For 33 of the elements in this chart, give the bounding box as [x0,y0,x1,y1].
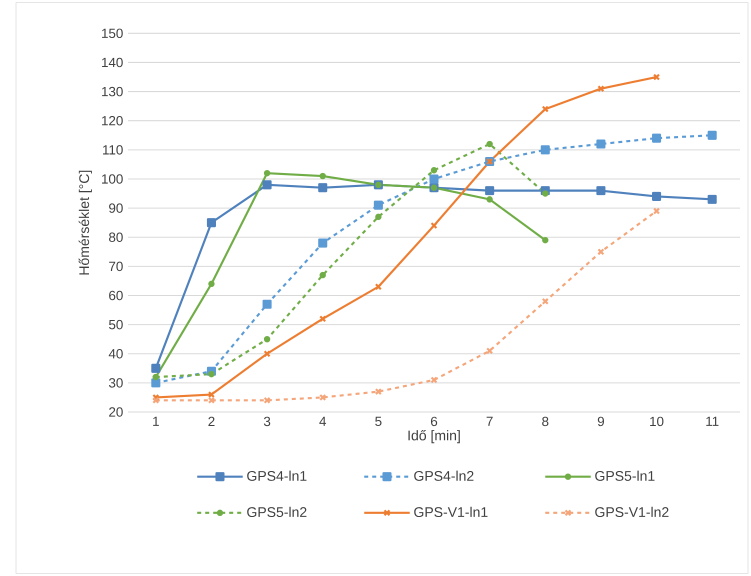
y-tick-label: 140 [102,58,123,68]
y-axis-title: Hőmérséklet [°C] [78,170,92,274]
y-tick-label: 110 [103,145,123,155]
y-tick-label: 70 [109,262,123,272]
y-tick-label: 30 [108,378,123,388]
y-tick-label: 120 [102,116,123,126]
y-tick-label: 20 [109,407,123,417]
x-tick-label: 11 [706,416,718,426]
x-tick-label: 4 [319,416,326,426]
x-tick-label: 1 [153,416,159,426]
legend-label: GPS5-ln1 [595,470,654,481]
x-tick-label: 3 [264,416,270,426]
x-axis-title: Idő [min] [408,430,460,444]
y-tick-label: 130 [102,86,123,96]
y-tick-label: 60 [109,290,123,300]
x-tick-label: 9 [598,416,604,426]
y-tick-label: 80 [109,232,123,242]
legend-label: GPS-V1-ln1 [414,506,488,518]
y-tick-label: 50 [109,320,123,330]
x-tick-label: 6 [430,416,438,426]
x-tick-label: 2 [208,416,214,426]
x-tick-label: 10 [650,416,664,426]
legend-label: GPS-V1-ln2 [595,506,668,518]
y-tick-label: 100 [102,174,123,184]
x-tick-label: 8 [542,416,548,426]
y-tick-label: 40 [108,349,123,358]
y-tick-label: 150 [102,28,123,38]
x-tick-label: 5 [375,416,382,426]
x-tick-label: 7 [486,416,493,426]
legend-label: GPS4-ln1 [247,470,306,481]
legend-label: GPS5-ln2 [247,506,306,518]
y-tick-label: 90 [109,203,123,213]
legend-label: GPS4-ln2 [414,470,474,481]
